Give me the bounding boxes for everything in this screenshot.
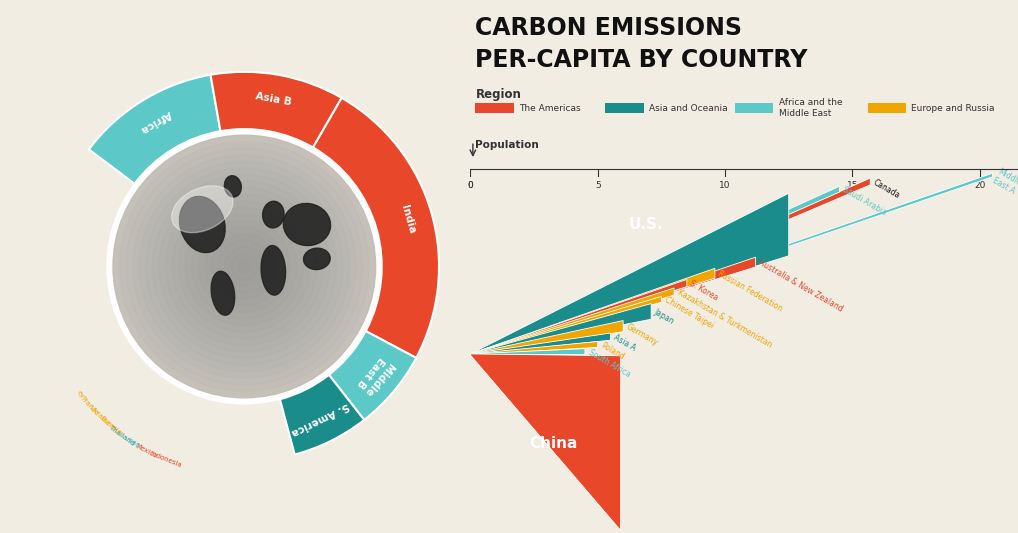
Bar (606, 103, 643, 113)
Text: Japan: Japan (653, 308, 676, 326)
Text: Ukraine: Ukraine (88, 405, 111, 428)
Polygon shape (470, 173, 993, 355)
Text: Africa: Africa (138, 108, 173, 135)
Polygon shape (470, 257, 755, 355)
Text: India: India (399, 204, 416, 235)
Text: 3B: 3B (296, 371, 308, 380)
Text: 6B: 6B (215, 141, 227, 150)
Text: U.S.: U.S. (628, 217, 663, 232)
Ellipse shape (172, 186, 233, 233)
Text: Asia and Oceania: Asia and Oceania (648, 104, 727, 112)
Text: The Americas: The Americas (519, 104, 580, 112)
Text: 0: 0 (467, 181, 473, 190)
Polygon shape (470, 193, 789, 355)
Polygon shape (470, 304, 652, 355)
Text: Mexico: Mexico (134, 442, 159, 459)
Text: S. Korea: S. Korea (688, 279, 720, 303)
Text: Eurasia: Eurasia (99, 416, 122, 437)
Polygon shape (470, 333, 611, 355)
Text: 4B: 4B (337, 336, 349, 345)
Wedge shape (280, 375, 364, 455)
Text: S. America: S. America (289, 400, 350, 437)
Wedge shape (211, 72, 342, 148)
Text: 1B: 1B (203, 380, 214, 389)
Bar (475, 103, 514, 113)
Text: 0: 0 (467, 181, 473, 190)
Text: 5: 5 (595, 181, 601, 190)
Text: Kazakhstan & Turkmenistan: Kazakhstan & Turkmenistan (676, 288, 773, 349)
Text: Australia & New Zealand: Australia & New Zealand (757, 258, 845, 314)
Text: Iraq: Iraq (126, 437, 142, 449)
Text: CARBON EMISSIONS: CARBON EMISSIONS (475, 16, 742, 40)
Text: Europe and Russia: Europe and Russia (911, 104, 995, 112)
Text: Indonesia: Indonesia (150, 451, 183, 469)
Text: Middle
East B: Middle East B (353, 353, 396, 398)
Wedge shape (329, 331, 416, 420)
Ellipse shape (179, 197, 225, 253)
Wedge shape (314, 98, 439, 358)
Text: ey: ey (75, 390, 86, 400)
Text: Thailand: Thailand (108, 424, 135, 447)
Text: China: China (528, 435, 577, 450)
Wedge shape (89, 75, 221, 184)
Text: Africa and the
Middle East: Africa and the Middle East (779, 99, 842, 118)
Text: Asia B: Asia B (254, 91, 292, 107)
Text: 7B: 7B (150, 176, 161, 185)
Polygon shape (470, 288, 674, 355)
Polygon shape (470, 342, 598, 355)
Text: Saudi Arabia: Saudi Arabia (841, 185, 888, 217)
Polygon shape (470, 349, 585, 355)
Text: 15: 15 (847, 181, 858, 190)
Ellipse shape (263, 201, 284, 228)
Polygon shape (470, 268, 715, 355)
Circle shape (107, 129, 382, 404)
Polygon shape (470, 186, 840, 355)
Ellipse shape (224, 176, 241, 197)
Text: 10: 10 (720, 181, 731, 190)
Bar (867, 103, 906, 113)
Bar (735, 103, 774, 113)
Polygon shape (470, 279, 687, 355)
Text: Region: Region (475, 88, 521, 101)
Ellipse shape (211, 271, 235, 315)
Text: France: France (79, 395, 100, 417)
Text: Population: Population (475, 140, 540, 150)
Ellipse shape (303, 248, 330, 270)
Polygon shape (470, 296, 662, 355)
Text: Canada: Canada (871, 177, 902, 200)
Text: 20: 20 (974, 181, 985, 190)
Text: PER-CAPITA BY COUNTRY: PER-CAPITA BY COUNTRY (475, 48, 808, 72)
Text: 2B: 2B (256, 384, 268, 393)
Text: Germany: Germany (625, 322, 660, 348)
Text: Poland: Poland (600, 341, 626, 361)
Text: Russian Federation: Russian Federation (717, 269, 784, 314)
Text: South Africa: South Africa (586, 348, 631, 379)
Polygon shape (470, 320, 623, 355)
Text: Asia A: Asia A (612, 333, 637, 352)
Polygon shape (470, 354, 621, 530)
Text: 5B: 5B (298, 154, 310, 163)
Text: Middle
East A: Middle East A (992, 167, 1018, 196)
Ellipse shape (283, 204, 331, 246)
Text: Chinese Taipei: Chinese Taipei (663, 295, 715, 330)
Circle shape (113, 135, 376, 398)
Polygon shape (470, 178, 870, 355)
Ellipse shape (261, 246, 286, 295)
